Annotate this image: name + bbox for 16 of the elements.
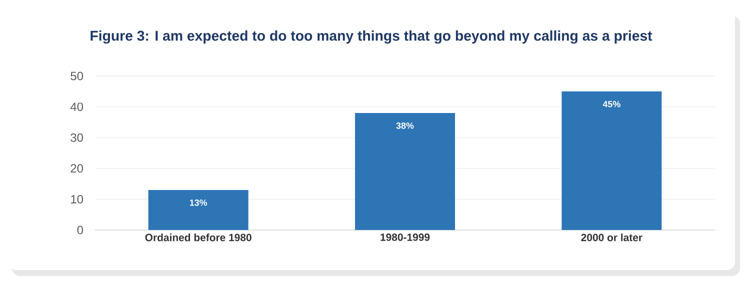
bar: [148, 190, 248, 230]
data-label: 45%: [602, 100, 620, 108]
data-label: 13%: [190, 199, 208, 206]
data-label: 38%: [396, 122, 414, 129]
y-tick-label: 40: [70, 102, 84, 112]
x-tick-label: Ordained before 1980: [145, 234, 252, 242]
y-tick-label: 20: [70, 164, 84, 173]
y-tick-label: 50: [70, 72, 84, 80]
x-tick-label: 1980-1999: [380, 234, 430, 241]
bar: [562, 91, 662, 230]
y-tick-label: 0: [77, 226, 84, 234]
x-tick-label: 2000 or later: [581, 234, 642, 242]
bar: [355, 112, 456, 230]
chart-title: Figure 3: I am expected to do too many things that go beyond my calling as a priest: [90, 30, 652, 44]
y-tick-label: 10: [71, 194, 84, 204]
y-tick-label: 30: [70, 133, 84, 142]
